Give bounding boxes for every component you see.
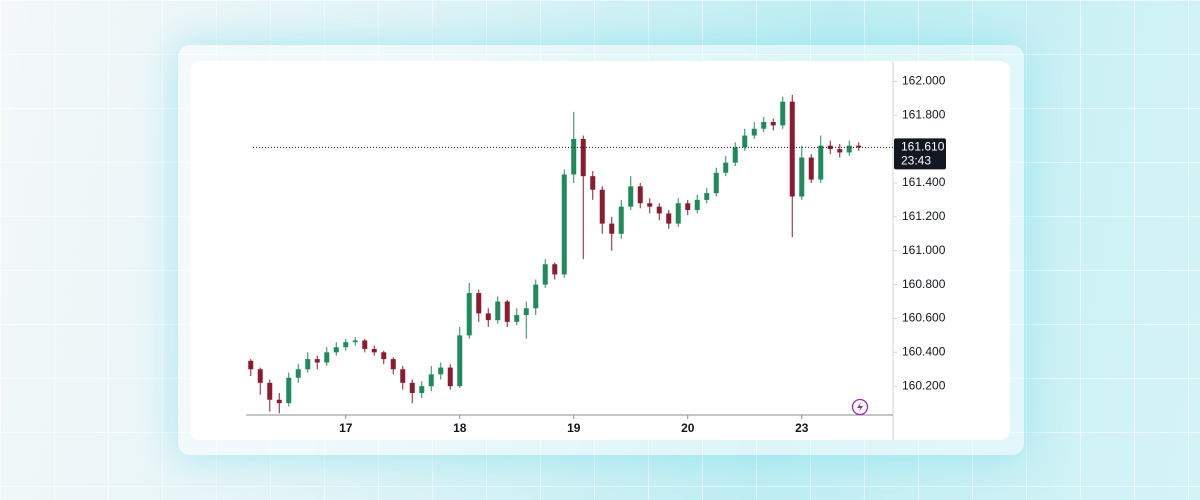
candle-body	[827, 145, 833, 150]
candle-body	[599, 189, 605, 224]
candle-body	[618, 206, 624, 234]
x-tick-label: 19	[567, 421, 581, 435]
candle-body	[561, 174, 567, 275]
candle-body	[751, 128, 757, 136]
candle-body	[656, 206, 662, 214]
x-tick-label: 17	[339, 421, 353, 435]
candle-body	[257, 369, 263, 383]
candle-body	[324, 352, 330, 363]
candle-body	[704, 193, 710, 200]
countdown-label: 23:43	[901, 154, 931, 168]
candle-body	[333, 347, 339, 353]
candle-body	[856, 145, 862, 148]
candle-body	[818, 145, 824, 180]
candle-body	[770, 121, 776, 126]
candle-body	[438, 367, 444, 375]
y-tick-label: 160.400	[902, 345, 946, 359]
x-tick-label: 23	[795, 421, 809, 435]
y-tick-label: 160.200	[902, 378, 946, 392]
candle-body	[352, 340, 358, 343]
candle-body	[466, 293, 472, 336]
candle-body	[514, 315, 520, 322]
candle-body	[609, 223, 615, 234]
candle-body	[295, 369, 301, 378]
candle-body	[675, 203, 681, 224]
candle-body	[447, 367, 453, 387]
candle-body	[542, 264, 548, 285]
last-price-label: 161.610	[901, 140, 945, 154]
alert-icon[interactable]	[851, 398, 869, 416]
candle-body	[476, 293, 482, 314]
candle-body	[628, 186, 634, 207]
candle-body	[457, 335, 463, 387]
candle-body	[305, 359, 311, 370]
candle-body	[723, 162, 729, 173]
candle-body	[761, 121, 767, 129]
candle-body	[637, 186, 643, 204]
x-tick-label: 18	[453, 421, 467, 435]
y-tick-label: 160.600	[902, 311, 946, 325]
candle-body	[276, 399, 282, 404]
candle-body	[789, 101, 795, 197]
candle-body	[428, 374, 434, 387]
candle-body	[590, 176, 596, 190]
candle-body	[419, 386, 425, 393]
candle-body	[409, 382, 415, 393]
chart-card	[190, 61, 1010, 440]
candle-body	[523, 308, 529, 316]
candle-body	[267, 382, 273, 400]
candle-body	[837, 149, 843, 153]
candle-body	[485, 313, 491, 321]
candle-body	[580, 138, 586, 177]
y-tick-label: 161.000	[902, 243, 946, 257]
x-tick-label: 20	[681, 421, 695, 435]
candle-body	[248, 360, 254, 370]
candle-body	[390, 359, 396, 370]
candle-body	[343, 342, 349, 348]
candle-body	[713, 172, 719, 194]
candle-body	[533, 284, 539, 309]
y-tick-label: 160.800	[902, 277, 946, 291]
candle-body	[552, 264, 558, 275]
candle-body	[846, 145, 852, 153]
candle-body	[780, 101, 786, 126]
candle-body	[286, 377, 292, 404]
candle-body	[694, 199, 700, 211]
candle-body	[799, 157, 805, 197]
candle-body	[504, 301, 510, 322]
candle-body	[314, 359, 320, 363]
candle-body	[381, 352, 387, 360]
candle-body	[647, 203, 653, 207]
candle-body	[732, 147, 738, 163]
candle-body	[400, 369, 406, 383]
candle-body	[685, 203, 691, 211]
candle-body	[742, 135, 748, 148]
candle-body	[371, 348, 377, 353]
candle-body	[571, 138, 577, 175]
y-tick-label: 161.400	[902, 175, 946, 189]
candle-body	[495, 301, 501, 321]
last-price-box	[894, 138, 946, 170]
candle-body	[666, 213, 672, 224]
y-tick-label: 162.000	[902, 73, 946, 87]
y-tick-label: 161.200	[902, 209, 946, 223]
candle-body	[362, 340, 368, 349]
y-tick-label: 161.800	[902, 107, 946, 121]
candle-body	[808, 157, 814, 180]
